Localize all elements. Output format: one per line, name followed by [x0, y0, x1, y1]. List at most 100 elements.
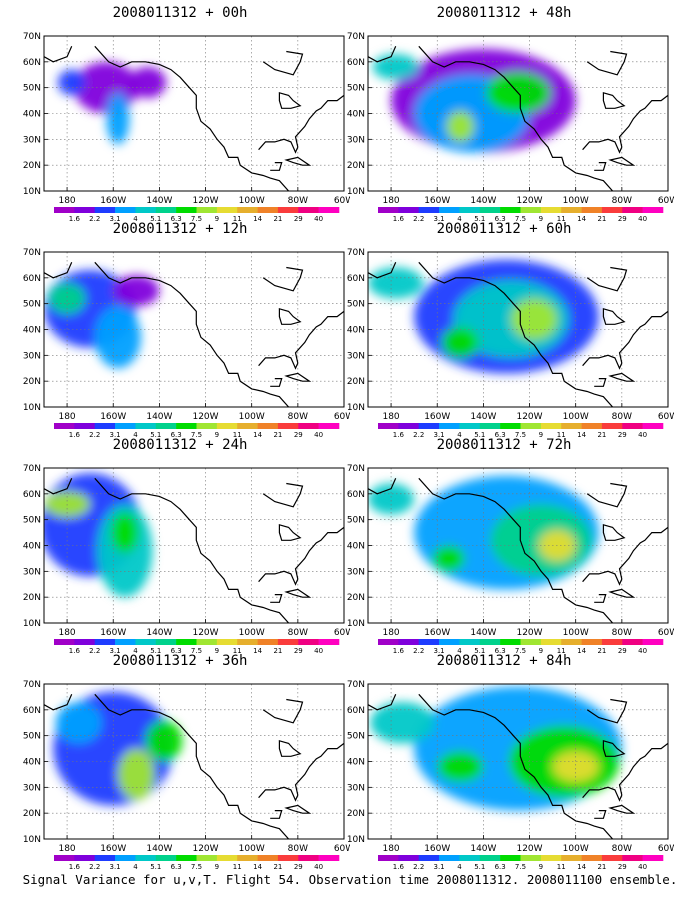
longitude-tick-label: 180 — [382, 412, 399, 422]
colorbar-label: 4 — [133, 215, 138, 222]
longitude-tick-label: 160W — [424, 844, 450, 854]
variance-contour — [55, 702, 102, 744]
latitude-tick-label: 70N — [347, 464, 365, 474]
latitude-tick-label: 40N — [23, 542, 41, 552]
latitude-tick-label: 60N — [347, 490, 365, 500]
colorbar-label: 4 — [457, 215, 462, 222]
latitude-tick-label: 30N — [23, 567, 41, 577]
map-panel: 2008011312 + 60h 70N 60N 50N 40N 30N 20N 10N 180… — [334, 220, 674, 438]
latitude-tick-label: 60N — [347, 706, 365, 716]
colorbar-label: 7.5 — [191, 431, 202, 438]
colorbar-label: 2.2 — [89, 431, 100, 438]
coastline — [582, 526, 668, 586]
colorbar-swatch — [581, 639, 603, 645]
coastline — [94, 693, 290, 839]
colorbar-label: 29 — [294, 431, 303, 438]
colorbar-swatch — [418, 423, 440, 429]
colorbar-label: 9 — [539, 431, 543, 438]
colorbar-swatch — [479, 207, 501, 213]
colorbar-swatch — [601, 423, 623, 429]
longitude-tick-label: 80W — [288, 628, 308, 638]
colorbar-swatch — [196, 639, 218, 645]
colorbar-swatch — [439, 639, 460, 645]
longitude-tick-label: 160W — [424, 196, 450, 206]
colorbar-label: 7.5 — [191, 215, 202, 222]
colorbar-swatch — [378, 423, 399, 429]
latitude-tick-label: 50N — [23, 516, 41, 526]
coastline — [270, 810, 283, 819]
longitude-tick-label: 140W — [470, 196, 496, 206]
coastline — [270, 162, 283, 171]
latitude-tick-label: 20N — [23, 809, 41, 819]
map-panel: 2008011312 + 72h 70N 60N 50N 40N 30N 20N 10N 180… — [334, 436, 674, 654]
longitude-tick-label: 180 — [58, 196, 75, 206]
colorbar-label: 9 — [539, 647, 543, 654]
cuba-outline — [608, 372, 636, 382]
latitude-tick-label: 70N — [23, 464, 41, 474]
colorbar-swatch — [196, 855, 218, 861]
latitude-tick-label: 70N — [23, 248, 41, 258]
colorbar-label: 6.3 — [171, 431, 182, 438]
coastline — [258, 94, 344, 154]
colorbar-swatch — [601, 639, 623, 645]
coastline — [262, 266, 304, 292]
variance-contour — [129, 67, 167, 98]
coastline — [586, 50, 628, 76]
variance-map: 70N 60N 50N 40N 30N 20N 10N 180 160W 140W 120W 100W… — [347, 464, 674, 654]
colorbar-label: 1.6 — [393, 647, 405, 654]
latitude-tick-label: 10N — [347, 403, 365, 413]
longitude-tick-label: 80W — [612, 844, 632, 854]
coastline — [418, 261, 614, 407]
colorbar-label: 40 — [638, 431, 647, 438]
colorbar-swatch — [500, 423, 521, 429]
colorbar-label: 29 — [618, 647, 627, 654]
colorbar-swatch — [257, 423, 279, 429]
colorbar-swatch — [318, 639, 340, 645]
coastline — [594, 594, 607, 603]
longitude-tick-label: 60W — [658, 844, 674, 854]
colorbar-label: 40 — [638, 215, 647, 222]
colorbar-swatch — [398, 639, 420, 645]
colorbar-label: 21 — [597, 863, 606, 870]
longitude-tick-label: 160W — [100, 196, 126, 206]
colorbar-swatch — [561, 423, 582, 429]
colorbar-label: 2.2 — [413, 647, 424, 654]
colorbar-label: 40 — [314, 431, 323, 438]
cuba-outline — [608, 156, 636, 166]
latitude-tick-label: 10N — [23, 835, 41, 845]
colorbar-swatch — [196, 207, 218, 213]
coastline — [44, 478, 73, 495]
latitude-tick-label: 30N — [347, 135, 365, 145]
latitude-tick-label: 20N — [347, 593, 365, 603]
colorbar-swatch — [500, 639, 521, 645]
map-panel: 2008011312 + 48h 70N 60N 50N 40N 30N 20N 10N 180… — [334, 4, 674, 222]
colorbar-label: 6.3 — [171, 647, 182, 654]
longitude-tick-label: 140W — [146, 844, 172, 854]
latitude-tick-label: 10N — [347, 619, 365, 629]
coastline — [418, 693, 614, 839]
colorbar-label: 4 — [133, 863, 138, 870]
latitude-tick-label: 50N — [347, 300, 365, 310]
colorbar-swatch — [520, 639, 542, 645]
panel-title: 2008011312 + 36h — [112, 653, 248, 669]
longitude-tick-label: 60W — [334, 628, 350, 638]
colorbar-label: 1.6 — [69, 215, 81, 222]
colorbar-swatch — [257, 639, 279, 645]
colorbar-swatch — [176, 207, 197, 213]
longitude-tick-label: 80W — [288, 412, 308, 422]
colorbar-swatch — [561, 207, 582, 213]
colorbar-swatch — [257, 855, 279, 861]
latitude-tick-label: 70N — [23, 680, 41, 690]
longitude-tick-label: 100W — [239, 196, 265, 206]
colorbar-swatch — [155, 639, 177, 645]
colorbar-swatch — [298, 639, 319, 645]
colorbar-swatch — [277, 207, 299, 213]
colorbar-swatch — [54, 207, 75, 213]
colorbar-swatch — [54, 855, 75, 861]
longitude-tick-label: 120W — [192, 844, 218, 854]
longitude-tick-label: 80W — [612, 628, 632, 638]
colorbar-label: 2.2 — [413, 431, 424, 438]
colorbar-swatch — [135, 855, 157, 861]
colorbar-label: 14 — [253, 863, 262, 870]
colorbar-label: 1.6 — [393, 431, 405, 438]
